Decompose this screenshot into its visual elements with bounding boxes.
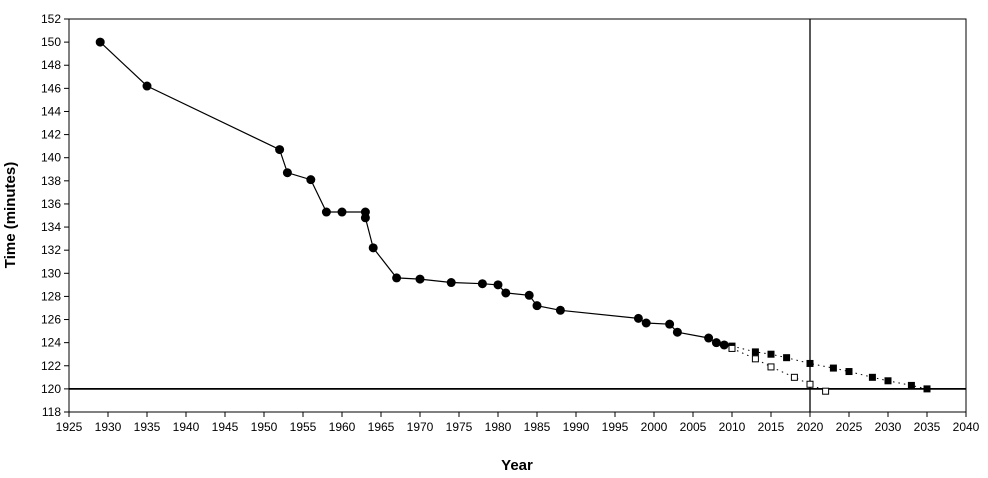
y-tick-label: 124 bbox=[41, 336, 61, 350]
data-point bbox=[360, 213, 370, 223]
x-tick-label: 1985 bbox=[524, 420, 551, 434]
x-tick-label: 1950 bbox=[251, 420, 278, 434]
x-axis-title: Year bbox=[501, 457, 533, 474]
data-point bbox=[493, 280, 503, 290]
data-point bbox=[907, 381, 915, 389]
y-tick-label: 126 bbox=[41, 313, 61, 327]
x-tick-label: 2020 bbox=[797, 420, 824, 434]
y-tick-label: 152 bbox=[41, 12, 61, 26]
x-tick-label: 1970 bbox=[407, 420, 434, 434]
x-tick-label: 1955 bbox=[290, 420, 317, 434]
x-tick-label: 2040 bbox=[953, 420, 980, 434]
data-point bbox=[321, 207, 331, 217]
x-tick-label: 1925 bbox=[56, 420, 83, 434]
data-point bbox=[767, 363, 775, 371]
y-tick-label: 136 bbox=[41, 197, 61, 211]
data-point bbox=[806, 359, 814, 367]
data-point bbox=[142, 81, 152, 91]
x-tick-label: 1980 bbox=[485, 420, 512, 434]
x-tick-label: 1990 bbox=[563, 420, 590, 434]
data-point bbox=[783, 354, 791, 362]
y-tick-label: 130 bbox=[41, 266, 61, 280]
x-tick-label: 1930 bbox=[95, 420, 122, 434]
data-point bbox=[633, 313, 643, 323]
y-tick-label: 122 bbox=[41, 359, 61, 373]
y-tick-label: 134 bbox=[41, 220, 61, 234]
data-point bbox=[306, 175, 316, 185]
data-point bbox=[641, 318, 651, 328]
data-point bbox=[829, 364, 837, 372]
data-point bbox=[555, 305, 565, 315]
x-tick-label: 1975 bbox=[446, 420, 473, 434]
x-tick-label: 2000 bbox=[641, 420, 668, 434]
data-point bbox=[728, 344, 736, 352]
y-tick-label: 146 bbox=[41, 81, 61, 95]
y-tick-label: 140 bbox=[41, 151, 61, 165]
y-tick-label: 132 bbox=[41, 243, 61, 257]
data-point bbox=[845, 368, 853, 376]
x-axis-ticks: 1925 1930 1935 1940 1945 1950 1955 1960 1965 1970… bbox=[56, 412, 980, 434]
data-point bbox=[711, 338, 721, 348]
y-tick-label: 148 bbox=[41, 58, 61, 72]
y-tick-label: 150 bbox=[41, 35, 61, 49]
data-point bbox=[868, 373, 876, 381]
x-tick-label: 2010 bbox=[719, 420, 746, 434]
data-point bbox=[672, 327, 682, 337]
y-tick-label: 138 bbox=[41, 174, 61, 188]
series-layer bbox=[95, 37, 931, 395]
data-point bbox=[806, 380, 814, 388]
y-axis-ticks: 118 120 122 124 126 128 130 132 134 136 138 140 142 1… bbox=[41, 12, 69, 419]
plot-area bbox=[68, 18, 967, 413]
y-tick-label: 142 bbox=[41, 128, 61, 142]
data-point bbox=[337, 207, 347, 217]
data-point bbox=[524, 290, 534, 300]
data-point bbox=[822, 387, 830, 395]
y-tick-label: 118 bbox=[42, 405, 61, 419]
x-tick-label: 2035 bbox=[914, 420, 941, 434]
data-point bbox=[884, 377, 892, 385]
y-tick-label: 120 bbox=[41, 382, 61, 396]
data-point bbox=[501, 288, 511, 298]
x-tick-label: 1940 bbox=[173, 420, 200, 434]
x-tick-label: 2015 bbox=[758, 420, 785, 434]
data-point bbox=[719, 340, 729, 350]
x-tick-label: 1935 bbox=[134, 420, 161, 434]
x-tick-label: 2005 bbox=[680, 420, 707, 434]
y-tick-label: 128 bbox=[41, 289, 61, 303]
data-point bbox=[392, 273, 402, 283]
x-tick-label: 1995 bbox=[602, 420, 629, 434]
y-tick-label: 144 bbox=[41, 104, 61, 118]
data-point bbox=[275, 145, 285, 155]
y-axis-title: Time (minutes) bbox=[2, 162, 19, 268]
data-point bbox=[415, 274, 425, 284]
data-point bbox=[532, 301, 542, 311]
x-tick-label: 1945 bbox=[212, 420, 239, 434]
x-tick-label: 1960 bbox=[329, 420, 356, 434]
reference-lines bbox=[69, 19, 966, 412]
data-point bbox=[704, 333, 714, 343]
data-point bbox=[446, 278, 456, 288]
data-point bbox=[767, 350, 775, 358]
data-point bbox=[751, 355, 759, 363]
data-point bbox=[751, 348, 759, 356]
data-point bbox=[923, 385, 931, 393]
data-point bbox=[790, 373, 798, 381]
data-point bbox=[477, 279, 487, 289]
data-point bbox=[282, 168, 292, 178]
x-tick-label: 2025 bbox=[836, 420, 863, 434]
data-point bbox=[665, 319, 675, 329]
data-point bbox=[368, 243, 378, 253]
x-tick-label: 2030 bbox=[875, 420, 902, 434]
data-point bbox=[95, 37, 105, 47]
x-tick-label: 1965 bbox=[368, 420, 395, 434]
